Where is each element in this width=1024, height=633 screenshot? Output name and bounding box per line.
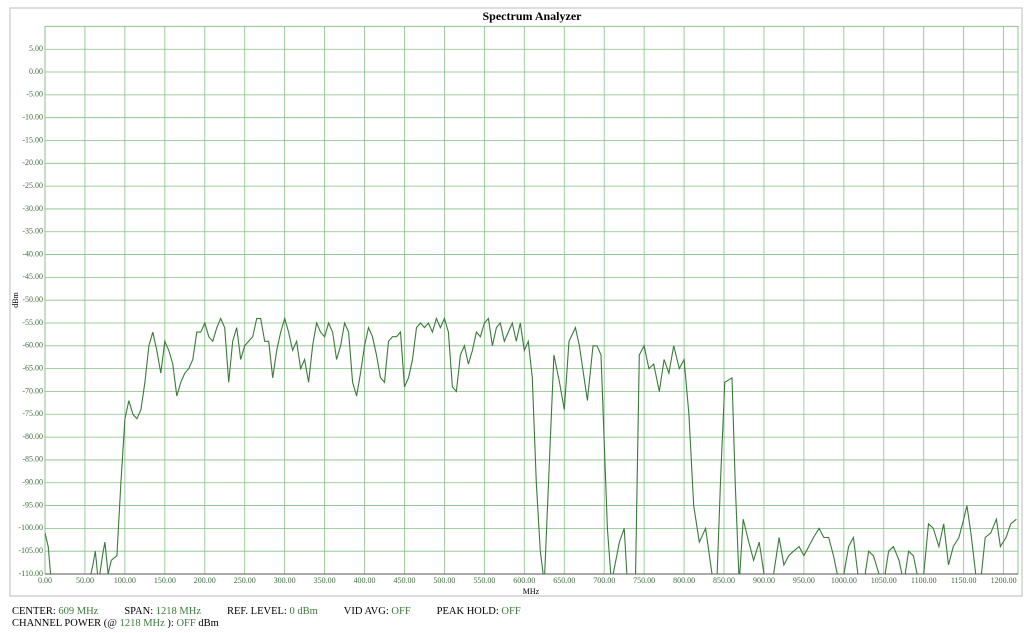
y-tick-label: -75.00	[22, 409, 43, 418]
x-axis-label: MHz	[523, 587, 540, 596]
status-label: SPAN:	[124, 606, 154, 617]
status-row: CHANNEL POWER (@ 1218 MHz ): OFF dBm	[12, 618, 547, 630]
status-value: 1218 MHz	[155, 606, 201, 617]
status-item: VID AVG: OFF	[344, 606, 411, 617]
x-tick-label: 450.00	[393, 576, 415, 585]
x-tick-label: 700.00	[593, 576, 615, 585]
y-tick-label: -35.00	[22, 227, 43, 236]
y-tick-label: -85.00	[22, 455, 43, 464]
status-item: CENTER: 609 MHz	[12, 606, 98, 617]
x-tick-label: 50.00	[76, 576, 94, 585]
y-tick-label: -100.00	[18, 523, 43, 532]
status-label: CENTER:	[12, 606, 56, 617]
status-label: dBm	[198, 618, 219, 629]
y-tick-label: -55.00	[22, 318, 43, 327]
status-row: CENTER: 609 MHz SPAN: 1218 MHz REF. LEVEL:…	[12, 606, 547, 618]
x-tick-label: 0.00	[38, 576, 52, 585]
status-value: 609 MHz	[58, 606, 99, 617]
y-tick-label: -50.00	[22, 295, 43, 304]
y-tick-label: -30.00	[22, 204, 43, 213]
x-tick-label: 650.00	[553, 576, 575, 585]
status-item: SPAN: 1218 MHz	[124, 606, 201, 617]
status-value: 0 dBm	[289, 606, 318, 617]
x-tick-label: 100.00	[114, 576, 136, 585]
x-tick-label: 400.00	[354, 576, 376, 585]
y-tick-label: -25.00	[22, 181, 43, 190]
y-tick-label: -40.00	[22, 249, 43, 258]
x-tick-label: 150.00	[154, 576, 176, 585]
y-tick-label: 0.00	[29, 67, 43, 76]
x-tick-label: 200.00	[194, 576, 216, 585]
x-tick-label: 250.00	[234, 576, 256, 585]
y-tick-label: -110.00	[19, 569, 43, 578]
status-label: PEAK HOLD:	[436, 606, 499, 617]
status-value: OFF	[176, 618, 196, 629]
y-tick-label: -15.00	[22, 135, 43, 144]
x-tick-label: 950.00	[793, 576, 815, 585]
status-value: OFF	[391, 606, 411, 617]
x-tick-label: 1050.00	[871, 576, 897, 585]
y-tick-label: -5.00	[26, 90, 43, 99]
y-tick-label: -90.00	[22, 478, 43, 487]
y-tick-label: -60.00	[22, 341, 43, 350]
spectrum-trace	[45, 316, 1017, 574]
x-tick-label: 550.00	[473, 576, 495, 585]
y-tick-label: -95.00	[22, 500, 43, 509]
x-tick-label: 850.00	[713, 576, 735, 585]
x-tick-label: 800.00	[673, 576, 695, 585]
y-tick-label: -20.00	[22, 158, 43, 167]
status-label: CHANNEL POWER (@	[12, 618, 117, 629]
status-item: PEAK HOLD: OFF	[437, 606, 521, 617]
status-item: REF. LEVEL: 0 dBm	[227, 606, 318, 617]
x-tick-label: 500.00	[433, 576, 455, 585]
x-tick-label: 350.00	[314, 576, 336, 585]
x-tick-label: 900.00	[753, 576, 775, 585]
status-value: 1218 MHz	[119, 618, 165, 629]
y-tick-label: -70.00	[22, 386, 43, 395]
y-tick-label: -45.00	[22, 272, 43, 281]
status-label: ):	[167, 618, 174, 629]
y-tick-label: -65.00	[22, 363, 43, 372]
status-label: REF. LEVEL:	[227, 606, 287, 617]
x-tick-label: 300.00	[274, 576, 296, 585]
status-value: OFF	[501, 606, 521, 617]
x-tick-label: 1150.00	[951, 576, 977, 585]
footer: CENTER: 609 MHz SPAN: 1218 MHz REF. LEVEL:…	[12, 606, 547, 630]
y-tick-label: -80.00	[22, 432, 43, 441]
y-axis-label: dBm	[11, 291, 20, 307]
y-tick-label: 5.00	[29, 44, 43, 53]
x-tick-label: 1200.00	[991, 576, 1017, 585]
chart: Spectrum Analyzer dBm MHz 5.00 0.00 -5.00 -…	[9, 7, 1023, 597]
x-tick-label: 600.00	[513, 576, 535, 585]
x-tick-label: 1100.00	[911, 576, 937, 585]
y-tick-label: -10.00	[22, 112, 43, 121]
chart-title: Spectrum Analyzer	[483, 9, 583, 23]
x-tick-label: 1000.00	[831, 576, 857, 585]
x-tick-label: 750.00	[633, 576, 655, 585]
y-tick-label: -105.00	[18, 546, 43, 555]
status-label: VID AVG:	[343, 606, 389, 617]
frame	[9, 7, 1023, 597]
